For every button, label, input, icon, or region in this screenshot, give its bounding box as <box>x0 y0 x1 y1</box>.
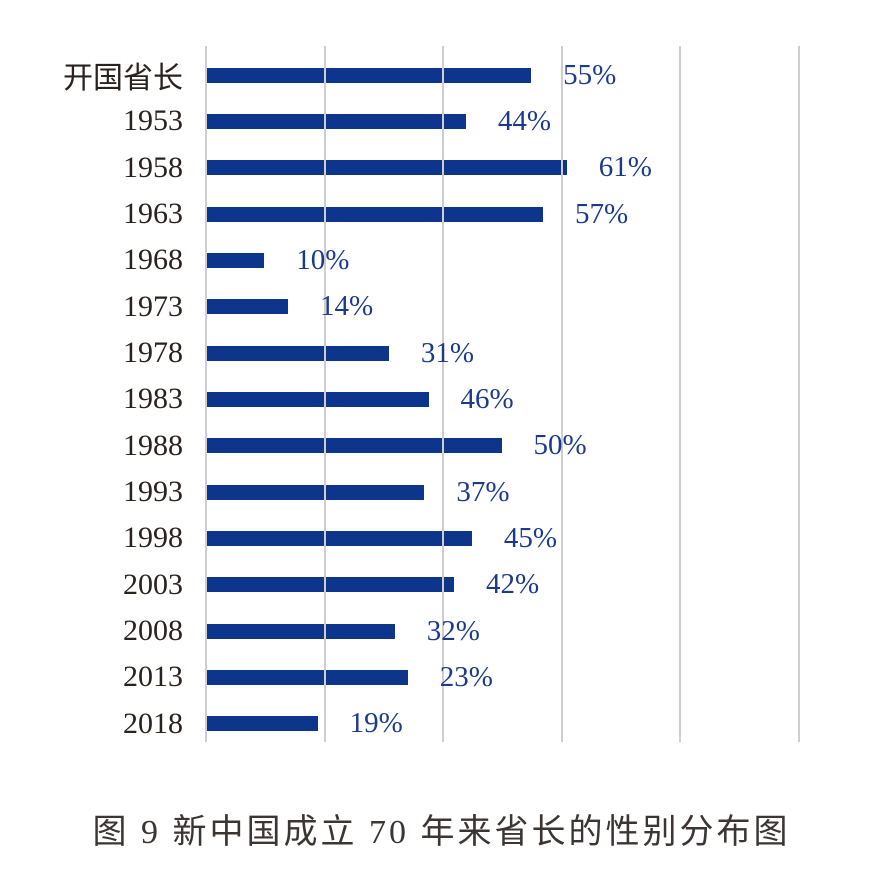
bar <box>205 299 289 315</box>
category-label: 2013 <box>123 660 183 694</box>
gridline <box>560 46 563 742</box>
category-label: 2018 <box>123 706 183 740</box>
chart-row: 2018 19% <box>0 701 883 747</box>
bar <box>205 67 532 83</box>
chart-row: 开国省长 55% <box>0 52 883 98</box>
bar <box>205 530 472 546</box>
bar <box>205 623 395 639</box>
gridline <box>798 46 800 742</box>
value-label: 61% <box>598 151 652 184</box>
bar <box>205 253 265 268</box>
bar <box>205 345 389 361</box>
chart-row: 2003 42% <box>0 562 883 608</box>
chart-row: 1953 44% <box>0 98 883 144</box>
bar <box>205 206 543 222</box>
value-label: 10% <box>296 243 350 276</box>
chart-title: 图 9 新中国成立 70 年来省长的性别分布图 <box>92 813 791 851</box>
gridline <box>679 46 682 742</box>
value-label: 14% <box>320 290 374 323</box>
chart-row: 1988 50% <box>0 423 883 469</box>
bar <box>205 669 408 685</box>
value-label: 23% <box>439 660 493 693</box>
chart-row: 1958 61% <box>0 145 883 191</box>
chart-row: 2013 23% <box>0 654 883 700</box>
value-label: 46% <box>460 382 514 415</box>
bar <box>205 438 502 454</box>
value-label: 42% <box>486 568 540 601</box>
gridline <box>442 46 445 742</box>
chart-row: 2008 32% <box>0 608 883 654</box>
value-label: 31% <box>420 336 474 369</box>
category-label: 1968 <box>123 243 183 277</box>
value-label: 32% <box>426 614 480 647</box>
value-label: 44% <box>497 104 552 137</box>
value-label: 55% <box>563 58 617 91</box>
value-label: 37% <box>456 475 510 508</box>
category-label: 1993 <box>123 475 183 509</box>
bar <box>205 114 466 130</box>
category-label: 1983 <box>123 382 183 416</box>
value-label: 45% <box>503 521 558 554</box>
value-label: 57% <box>575 197 629 230</box>
bar <box>205 484 425 500</box>
value-label: 19% <box>349 707 403 740</box>
category-label: 2008 <box>123 614 183 648</box>
chart-row: 1973 14% <box>0 284 883 330</box>
chart-row: 1993 37% <box>0 469 883 515</box>
gridline <box>205 46 207 742</box>
chart-row: 1963 57% <box>0 191 883 237</box>
category-label: 1973 <box>123 289 183 323</box>
category-label: 1953 <box>123 104 183 138</box>
chart-row: 1983 46% <box>0 376 883 422</box>
category-label: 开国省长 <box>63 62 183 96</box>
category-label: 2003 <box>123 567 183 601</box>
gridline <box>323 46 326 742</box>
category-label: 1978 <box>123 336 183 370</box>
value-label: 50% <box>533 429 587 462</box>
category-label: 1963 <box>123 197 183 231</box>
category-label: 1988 <box>123 428 183 462</box>
chart-row: 1968 10% <box>0 237 883 283</box>
chart-row: 1978 31% <box>0 330 883 376</box>
chart-row: 1998 45% <box>0 515 883 561</box>
category-label: 1958 <box>123 150 183 184</box>
bar <box>205 577 455 593</box>
bar <box>205 716 318 732</box>
bar <box>205 160 567 176</box>
bar <box>205 391 429 407</box>
category-label: 1998 <box>123 521 183 555</box>
